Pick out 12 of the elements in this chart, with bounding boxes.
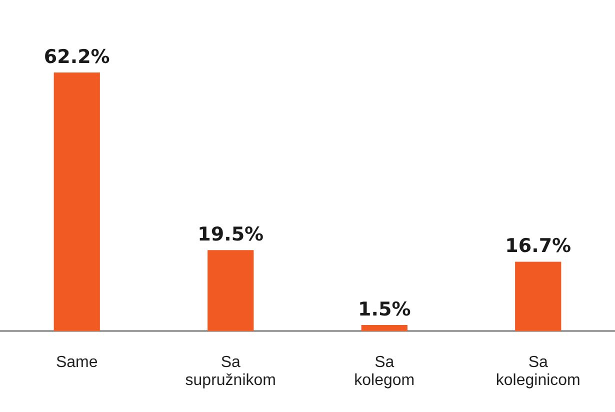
data-label: 16.7% (505, 235, 572, 258)
bar (361, 324, 408, 332)
bar (208, 250, 254, 332)
bar (54, 72, 100, 332)
data-label: 19.5% (198, 224, 264, 246)
bar (515, 262, 562, 332)
x-tick-label: Sa supružnikom (185, 354, 276, 390)
data-label: 1.5% (358, 298, 411, 320)
data-label: 62.2% (44, 46, 110, 68)
x-tick-label: Same (56, 354, 98, 371)
x-tick-label: Sa kolegom (354, 354, 415, 390)
x-tick-label: Sa koleginicom (496, 354, 580, 390)
